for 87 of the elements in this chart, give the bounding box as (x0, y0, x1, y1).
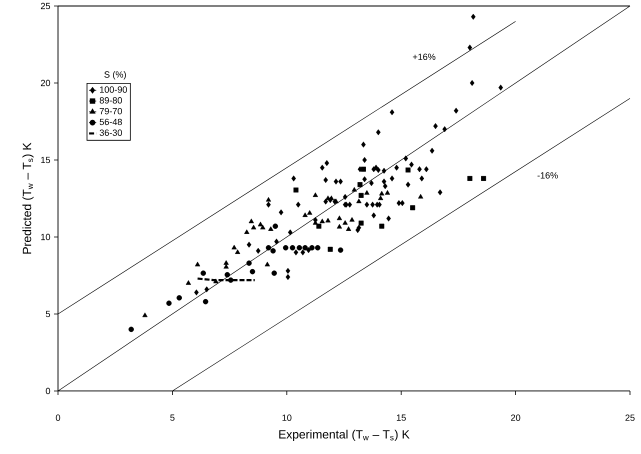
point (176, 295, 182, 301)
point (224, 260, 229, 265)
point (232, 244, 237, 250)
point (418, 194, 424, 199)
legend-label: 100-90 (100, 86, 127, 93)
point (379, 224, 384, 229)
y-tick-label: 0 (46, 388, 50, 394)
point (358, 192, 364, 198)
point (213, 278, 218, 284)
point (248, 218, 254, 224)
point (364, 190, 370, 195)
x-tick-label: 5 (170, 414, 175, 421)
point (186, 280, 192, 285)
point (270, 248, 276, 254)
legend-label: 36-30 (100, 130, 122, 136)
point (266, 245, 272, 250)
point (228, 277, 234, 283)
point (246, 260, 252, 266)
point (325, 218, 331, 222)
point (356, 198, 362, 204)
annotation: -16% (538, 172, 558, 179)
y-tick-label: 5 (46, 310, 50, 318)
point (260, 224, 266, 230)
y-tick-label: 20 (40, 80, 50, 86)
point (328, 246, 333, 252)
point (268, 226, 274, 231)
x-tick-label: 10 (282, 414, 292, 421)
y-tick-label: 15 (41, 156, 50, 164)
point (338, 247, 344, 253)
point (406, 168, 411, 172)
point (272, 224, 278, 229)
point (244, 229, 250, 234)
point (128, 326, 134, 332)
point (410, 205, 416, 210)
point (266, 197, 272, 202)
point (258, 222, 264, 226)
point (312, 192, 318, 198)
y-axis-title: Predicted (T$_{w}$ – T$_{s}$) K (22, 142, 34, 254)
point (264, 262, 270, 266)
point (314, 245, 320, 250)
point (360, 166, 366, 172)
point (224, 264, 229, 269)
point (358, 220, 364, 226)
x-tick-label: 15 (396, 414, 406, 421)
point (234, 249, 240, 254)
x-tick-label: 20 (511, 414, 520, 421)
point (224, 272, 230, 278)
point (320, 218, 325, 224)
point (296, 245, 302, 250)
x-tick-label: 25 (625, 414, 635, 421)
point (349, 217, 355, 222)
point (481, 176, 486, 181)
point (316, 224, 322, 229)
point (378, 195, 384, 200)
point (379, 190, 384, 196)
point (346, 226, 352, 231)
x-axis-title: Experimental (T$_{w}$ – T$_{s}$) K (279, 430, 410, 441)
point (142, 312, 148, 318)
y-tick-label: 25 (40, 2, 50, 10)
point (358, 182, 363, 188)
point (251, 224, 256, 230)
point (336, 216, 342, 220)
point (290, 245, 296, 250)
point (302, 245, 308, 250)
point (352, 187, 357, 192)
point (293, 188, 298, 193)
point (336, 224, 342, 229)
point (272, 270, 277, 276)
point (202, 298, 208, 304)
point (309, 245, 315, 250)
point (194, 262, 200, 266)
point (282, 245, 288, 250)
point (250, 268, 256, 274)
annotation: +16% (412, 54, 436, 60)
legend-title: S (%) (104, 71, 126, 80)
point (166, 300, 172, 306)
point (302, 212, 308, 218)
legend-label: 56-48 (100, 118, 122, 126)
point (200, 270, 206, 276)
point (384, 190, 390, 195)
point (342, 220, 348, 225)
point (307, 210, 312, 215)
x-tick-label: 0 (56, 414, 60, 421)
legend-label: 89-80 (100, 97, 122, 104)
point (467, 176, 472, 181)
legend-label: 79-70 (100, 108, 122, 114)
y-tick-label: 10 (41, 234, 50, 240)
